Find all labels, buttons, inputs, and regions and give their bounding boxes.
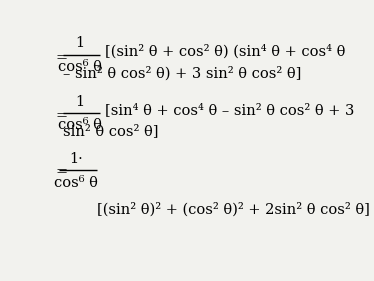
Text: =: = — [55, 109, 68, 123]
Text: [(sin² θ + cos² θ) (sin⁴ θ + cos⁴ θ: [(sin² θ + cos² θ) (sin⁴ θ + cos⁴ θ — [105, 44, 345, 59]
Text: =: = — [55, 165, 68, 179]
Text: – sin² θ cos² θ) + 3 sin² θ cos² θ]: – sin² θ cos² θ) + 3 sin² θ cos² θ] — [63, 66, 301, 80]
Text: [(sin² θ)² + (cos² θ)² + 2sin² θ cos² θ]: [(sin² θ)² + (cos² θ)² + 2sin² θ cos² θ] — [98, 202, 370, 217]
Text: 1: 1 — [76, 95, 85, 109]
Text: cos⁶ θ: cos⁶ θ — [54, 176, 98, 190]
Text: 1·: 1· — [69, 152, 83, 166]
Text: cos⁶ θ: cos⁶ θ — [58, 60, 102, 74]
Text: =: = — [55, 52, 68, 65]
Text: cos⁶ θ: cos⁶ θ — [58, 119, 102, 132]
Text: 1: 1 — [76, 37, 85, 51]
Text: sin² θ cos² θ]: sin² θ cos² θ] — [63, 124, 158, 139]
Text: [sin⁴ θ + cos⁴ θ – sin² θ cos² θ + 3: [sin⁴ θ + cos⁴ θ – sin² θ cos² θ + 3 — [105, 103, 354, 117]
